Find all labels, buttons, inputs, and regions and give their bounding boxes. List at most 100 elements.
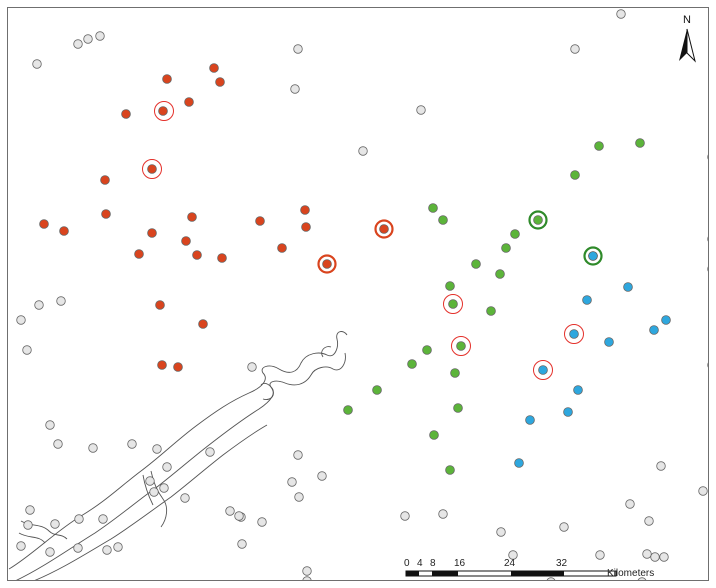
north-arrow: N <box>679 14 696 63</box>
sample-point-red <box>217 253 227 263</box>
sample-point-neutral <box>205 447 215 457</box>
scale-bar: 0 4 8 16 24 32 Kilometers <box>404 558 654 579</box>
sample-point-neutral <box>656 461 666 471</box>
sample-point-neutral <box>45 420 55 430</box>
north-arrow-icon <box>679 28 696 63</box>
sample-point-neutral <box>73 543 83 553</box>
sample-point-red <box>209 63 219 73</box>
sample-point-red <box>181 236 191 246</box>
highlight-ring <box>451 336 471 356</box>
sample-point-neutral <box>570 44 580 54</box>
sample-point-blue <box>514 458 524 468</box>
sample-point-red <box>277 243 287 253</box>
sample-point-neutral <box>290 84 300 94</box>
sample-point-neutral <box>293 450 303 460</box>
sample-point-neutral <box>74 514 84 524</box>
sample-point-neutral <box>152 444 162 454</box>
sample-point-neutral <box>595 550 605 560</box>
sample-point-neutral <box>113 542 123 552</box>
sample-point-green <box>422 345 432 355</box>
sample-point-red <box>100 175 110 185</box>
sample-point-neutral <box>88 443 98 453</box>
highlight-ring <box>374 219 394 239</box>
green-cluster-points <box>343 138 645 475</box>
sample-point-blue <box>661 315 671 325</box>
sample-point-neutral <box>32 59 42 69</box>
highlight-ring <box>443 294 463 314</box>
north-label: N <box>683 14 691 26</box>
sample-point-blue <box>604 337 614 347</box>
sample-point-neutral <box>234 511 244 521</box>
sample-point-neutral <box>149 487 159 497</box>
sample-point-red <box>101 209 111 219</box>
sample-point-blue <box>573 385 583 395</box>
sample-point-neutral <box>237 539 247 549</box>
map-frame: N 0 4 8 16 24 32 Kilometers <box>7 7 709 581</box>
sample-point-green <box>486 306 496 316</box>
sample-point-neutral <box>127 439 137 449</box>
sample-point-green <box>450 368 460 378</box>
highlight-ring <box>154 101 174 121</box>
sample-point-red <box>187 212 197 222</box>
blue-cluster-points <box>514 251 671 468</box>
sample-point-red <box>379 224 389 234</box>
sample-point-neutral <box>16 315 26 325</box>
sample-point-neutral <box>302 576 312 580</box>
sample-point-neutral <box>400 511 410 521</box>
sample-point-blue <box>563 407 573 417</box>
sample-point-red <box>198 319 208 329</box>
sample-point-red <box>173 362 183 372</box>
sample-point-neutral <box>247 362 257 372</box>
sample-point-green <box>570 170 580 180</box>
sample-point-neutral <box>50 519 60 529</box>
sample-point-neutral <box>650 552 660 562</box>
sample-point-green <box>495 269 505 279</box>
sample-point-green <box>429 430 439 440</box>
sample-point-green <box>510 229 520 239</box>
sample-point-neutral <box>416 105 426 115</box>
sample-point-neutral <box>257 517 267 527</box>
sample-point-neutral <box>53 439 63 449</box>
scale-tick-label: 16 <box>454 558 466 569</box>
highlight-ring <box>142 159 162 179</box>
red-cluster-points <box>39 63 389 372</box>
sample-point-neutral <box>95 31 105 41</box>
sample-point-blue <box>588 251 598 261</box>
highlight-ring <box>583 246 603 266</box>
highlight-ring <box>528 210 548 230</box>
sample-point-blue <box>569 329 579 339</box>
sample-point-neutral <box>707 154 708 160</box>
sample-point-green <box>438 215 448 225</box>
sample-point-neutral <box>56 296 66 306</box>
sample-point-green <box>445 281 455 291</box>
sample-point-green <box>445 465 455 475</box>
sample-point-red <box>158 106 168 116</box>
sample-point-neutral <box>45 547 55 557</box>
sample-point-red <box>147 228 157 238</box>
sample-point-neutral <box>180 493 190 503</box>
sample-point-red <box>255 216 265 226</box>
sample-point-neutral <box>616 9 626 19</box>
sample-point-red <box>39 219 49 229</box>
sample-point-green <box>428 203 438 213</box>
sample-point-red <box>300 205 310 215</box>
scale-tick-label: 0 <box>404 558 410 569</box>
sample-point-green <box>343 405 353 415</box>
sample-point-red <box>147 164 157 174</box>
scale-unit-label: Kilometers <box>607 568 654 579</box>
sample-point-blue <box>623 282 633 292</box>
sample-point-blue <box>525 415 535 425</box>
sample-point-neutral <box>707 266 708 272</box>
sample-point-neutral <box>559 522 569 532</box>
sample-point-neutral <box>34 300 44 310</box>
sample-point-neutral <box>16 541 26 551</box>
sample-point-green <box>635 138 645 148</box>
neutral-points <box>16 9 708 580</box>
sample-point-red <box>184 97 194 107</box>
scale-tick-label: 8 <box>430 558 436 569</box>
sample-point-neutral <box>707 362 708 368</box>
sample-point-green <box>533 215 543 225</box>
sample-point-neutral <box>546 577 556 580</box>
sample-point-neutral <box>287 477 297 487</box>
scale-tick-label: 24 <box>504 558 516 569</box>
